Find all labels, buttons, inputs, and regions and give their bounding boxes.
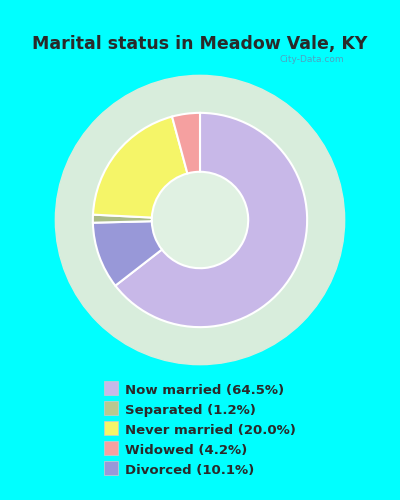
Legend: Now married (64.5%), Separated (1.2%), Never married (20.0%), Widowed (4.2%), Di: Now married (64.5%), Separated (1.2%), N…	[98, 376, 302, 484]
Text: Marital status in Meadow Vale, KY: Marital status in Meadow Vale, KY	[32, 35, 368, 53]
Text: City-Data.com: City-Data.com	[279, 55, 344, 64]
Wedge shape	[172, 113, 200, 174]
Circle shape	[125, 145, 275, 295]
Wedge shape	[93, 214, 152, 222]
Wedge shape	[115, 113, 307, 327]
Wedge shape	[93, 116, 188, 218]
Circle shape	[55, 76, 345, 364]
Wedge shape	[93, 221, 162, 286]
